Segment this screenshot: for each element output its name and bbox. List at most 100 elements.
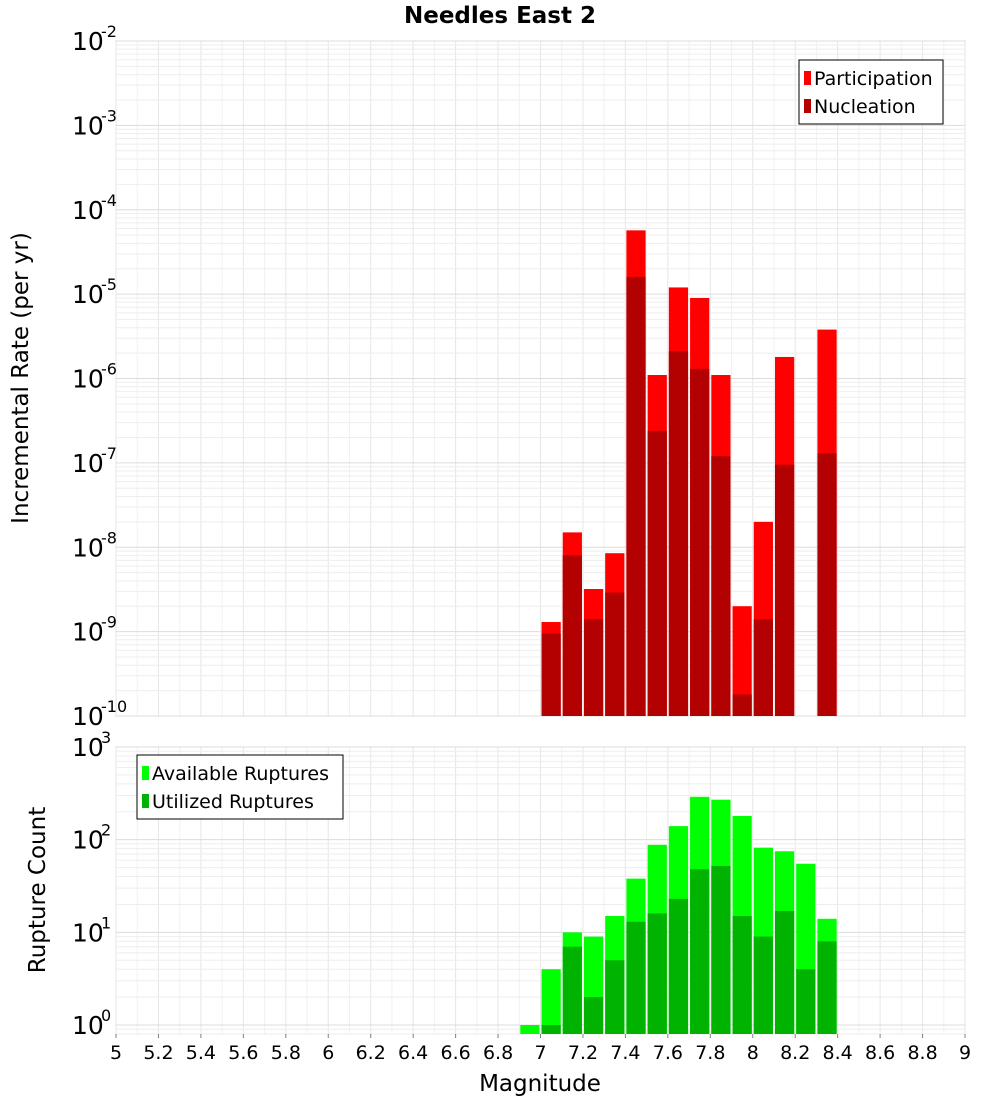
y-tick-base: 10 (72, 365, 104, 394)
x-tick-label: 5 (110, 1042, 122, 1064)
legend-entry: Utilized Ruptures (152, 791, 314, 813)
count-bar-b (796, 969, 816, 1034)
y-tick-label: 102 (72, 821, 111, 855)
y-tick-base: 10 (72, 1011, 104, 1040)
y-tick-base: 10 (72, 27, 104, 56)
count-plot-legend: Available Ruptures Utilized Ruptures (136, 754, 344, 820)
count-bar-b (605, 960, 625, 1034)
y-tick-base: 10 (72, 533, 104, 562)
legend-swatch (142, 766, 149, 780)
rate-plot-legend: Participation Nucleation (798, 59, 944, 125)
count-bar-a (520, 1025, 540, 1034)
y-tick-exponent: 3 (101, 728, 111, 747)
count-bar-b (732, 916, 752, 1034)
x-tick-label: 6.2 (356, 1042, 386, 1064)
legend-swatch (804, 99, 811, 113)
x-tick-label: 6.4 (398, 1042, 428, 1064)
rate-bar-b (732, 694, 752, 716)
rate-bar-b (711, 456, 731, 716)
chart-title: Needles East 2 (404, 3, 596, 29)
y-tick-label: 10-4 (72, 191, 117, 225)
rate-plot-grid (115, 40, 966, 717)
y-tick-label: 10-6 (72, 360, 117, 394)
count-bar-b (583, 997, 604, 1034)
y-tick-label: 10-3 (72, 106, 117, 140)
y-tick-exponent: -10 (101, 697, 127, 716)
count-bar-b (817, 941, 837, 1034)
y-tick-label: 101 (72, 913, 111, 947)
count-plot-y-label: Rupture Count (25, 807, 51, 973)
y-tick-base: 10 (72, 111, 104, 140)
x-tick-label: 7.4 (610, 1042, 640, 1064)
x-tick-label: 5.4 (186, 1042, 216, 1064)
y-tick-exponent: -9 (101, 613, 117, 632)
rate-bar-a (732, 606, 752, 716)
y-tick-label: 10-9 (72, 613, 117, 647)
y-tick-base: 10 (72, 449, 104, 478)
y-tick-base: 10 (72, 702, 104, 731)
y-tick-base: 10 (72, 918, 104, 947)
y-tick-base: 10 (72, 280, 104, 309)
x-tick-label: 8.6 (865, 1042, 895, 1064)
count-bar-b (562, 946, 582, 1034)
y-tick-exponent: -6 (101, 360, 117, 379)
y-tick-exponent: 1 (101, 913, 111, 932)
x-tick-label: 6.6 (440, 1042, 470, 1064)
rate-plot-bars (541, 230, 837, 716)
y-tick-exponent: 0 (101, 1006, 111, 1025)
count-bar-b (626, 921, 646, 1034)
x-tick-label: 7.8 (695, 1042, 725, 1064)
count-bar-b (668, 898, 689, 1034)
legend-entry: Available Ruptures (152, 763, 329, 785)
x-tick-label: 5.6 (228, 1042, 258, 1064)
rate-plot: 10-210-310-410-510-610-710-810-910-10 In… (8, 22, 966, 731)
legend-swatch (142, 794, 149, 808)
rate-bar-b (668, 351, 689, 716)
y-tick-label: 10-7 (72, 444, 117, 478)
x-axis-ticks: 5 5.2 5.4 5.6 5.8 6 6.2 6.4 6.6 6.8 7 7.2 7.4 7.6 7.8 8… (110, 1034, 971, 1064)
x-tick-label: 9 (959, 1042, 971, 1064)
y-tick-label: 10-8 (72, 528, 117, 562)
y-tick-exponent: -4 (101, 191, 117, 210)
rate-bar-b (817, 453, 837, 716)
x-tick-label: 6.8 (483, 1042, 513, 1064)
legend-swatch (804, 71, 811, 85)
legend-entry: Participation (814, 68, 933, 90)
y-tick-exponent: -5 (101, 275, 117, 294)
x-tick-label: 5.8 (271, 1042, 301, 1064)
x-axis-label: Magnitude (479, 1071, 601, 1097)
y-tick-label: 103 (72, 728, 111, 762)
count-bar-b (541, 1025, 561, 1034)
rate-plot-y-ticks: 10-210-310-410-510-610-710-810-910-10 (72, 22, 127, 731)
count-bar-a (541, 969, 561, 1034)
y-tick-exponent: -3 (101, 106, 117, 125)
legend-box (136, 754, 344, 820)
x-tick-label: 5.2 (143, 1042, 173, 1064)
y-tick-base: 10 (72, 196, 104, 225)
y-tick-label: 10-5 (72, 275, 117, 309)
y-tick-label: 100 (72, 1006, 111, 1040)
rate-plot-y-label: Incremental Rate (per yr) (8, 232, 34, 524)
y-tick-base: 10 (72, 733, 104, 762)
count-plot-bars (520, 796, 837, 1034)
rate-bar-b (753, 619, 773, 716)
count-bar-b (690, 869, 710, 1034)
rate-bar-b (562, 555, 582, 716)
legend-entry: Nucleation (814, 96, 916, 118)
y-tick-label: 10-10 (72, 697, 127, 731)
y-tick-base: 10 (72, 826, 104, 855)
legend-box (798, 59, 944, 125)
rate-bar-b (583, 619, 604, 716)
rate-bar-b (626, 276, 646, 716)
rate-bar-b (774, 464, 795, 716)
x-tick-label: 7.6 (653, 1042, 683, 1064)
rate-bar-b (647, 430, 667, 716)
count-bar-b (647, 913, 667, 1034)
y-tick-exponent: -8 (101, 528, 117, 547)
y-tick-base: 10 (72, 618, 104, 647)
x-tick-label: 8.2 (780, 1042, 810, 1064)
x-tick-label: 8.4 (823, 1042, 853, 1064)
x-tick-label: 7.2 (568, 1042, 598, 1064)
rate-bar-b (541, 633, 561, 716)
rate-bar-b (690, 368, 710, 716)
